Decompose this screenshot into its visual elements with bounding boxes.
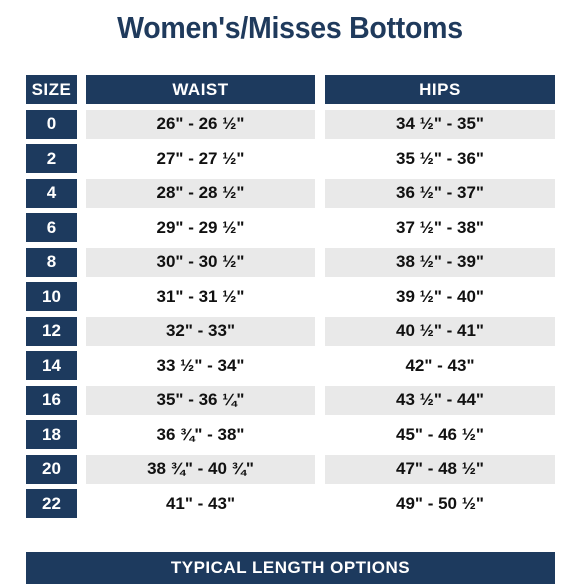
table-row: 14 33 ½" - 34" 42" - 43" <box>26 351 555 380</box>
size-cell: 0 <box>26 109 77 139</box>
table-row: 6 29" - 29 ½" 37 ½" - 38" <box>26 213 555 242</box>
table-row: 18 36 ¾" - 38" 45" - 46 ½" <box>26 420 555 449</box>
size-cell: 8 <box>26 247 77 277</box>
waist-cell: 41" - 43" <box>86 489 315 518</box>
waist-cell: 32" - 33" <box>86 316 315 346</box>
waist-cell: 26" - 26 ½" <box>86 109 315 139</box>
hips-cell: 35 ½" - 36" <box>325 144 555 173</box>
table-header-row: SIZE WAIST HIPS <box>26 75 555 104</box>
page-title: Women's/Misses Bottoms <box>117 10 463 45</box>
header-waist: WAIST <box>86 75 315 104</box>
size-cell: 22 <box>26 489 77 518</box>
table-row: 0 26" - 26 ½" 34 ½" - 35" <box>26 109 555 139</box>
table-row: 16 35" - 36 ¼" 43 ½" - 44" <box>26 385 555 415</box>
header-size: SIZE <box>26 75 77 104</box>
hips-cell: 49" - 50 ½" <box>325 489 555 518</box>
hips-cell: 43 ½" - 44" <box>325 385 555 415</box>
size-cell: 10 <box>26 282 77 311</box>
hips-cell: 45" - 46 ½" <box>325 420 555 449</box>
hips-cell: 34 ½" - 35" <box>325 109 555 139</box>
size-cell: 4 <box>26 178 77 208</box>
size-cell: 12 <box>26 316 77 346</box>
size-cell: 20 <box>26 454 77 484</box>
length-options-banner: TYPICAL LENGTH OPTIONS <box>26 552 555 584</box>
waist-cell: 28" - 28 ½" <box>86 178 315 208</box>
hips-cell: 47" - 48 ½" <box>325 454 555 484</box>
waist-cell: 35" - 36 ¼" <box>86 385 315 415</box>
size-chart-table: SIZE WAIST HIPS 0 26" - 26 ½" 34 ½" - 35" 2… <box>26 75 555 524</box>
hips-cell: 39 ½" - 40" <box>325 282 555 311</box>
hips-cell: 40 ½" - 41" <box>325 316 555 346</box>
hips-cell: 42" - 43" <box>325 351 555 380</box>
waist-cell: 30" - 30 ½" <box>86 247 315 277</box>
waist-cell: 38 ¾" - 40 ¾" <box>86 454 315 484</box>
table-row: 8 30" - 30 ½" 38 ½" - 39" <box>26 247 555 277</box>
waist-cell: 33 ½" - 34" <box>86 351 315 380</box>
size-cell: 14 <box>26 351 77 380</box>
size-cell: 2 <box>26 144 77 173</box>
size-cell: 6 <box>26 213 77 242</box>
hips-cell: 38 ½" - 39" <box>325 247 555 277</box>
size-cell: 16 <box>26 385 77 415</box>
size-cell: 18 <box>26 420 77 449</box>
table-row: 4 28" - 28 ½" 36 ½" - 37" <box>26 178 555 208</box>
table-row: 20 38 ¾" - 40 ¾" 47" - 48 ½" <box>26 454 555 484</box>
waist-cell: 27" - 27 ½" <box>86 144 315 173</box>
hips-cell: 36 ½" - 37" <box>325 178 555 208</box>
table-body: 0 26" - 26 ½" 34 ½" - 35" 2 27" - 27 ½" 35 ½"… <box>26 109 555 518</box>
waist-cell: 31" - 31 ½" <box>86 282 315 311</box>
hips-cell: 37 ½" - 38" <box>325 213 555 242</box>
waist-cell: 36 ¾" - 38" <box>86 420 315 449</box>
table-row: 12 32" - 33" 40 ½" - 41" <box>26 316 555 346</box>
table-row: 2 27" - 27 ½" 35 ½" - 36" <box>26 144 555 173</box>
waist-cell: 29" - 29 ½" <box>86 213 315 242</box>
table-row: 10 31" - 31 ½" 39 ½" - 40" <box>26 282 555 311</box>
table-row: 22 41" - 43" 49" - 50 ½" <box>26 489 555 518</box>
header-hips: HIPS <box>325 75 555 104</box>
